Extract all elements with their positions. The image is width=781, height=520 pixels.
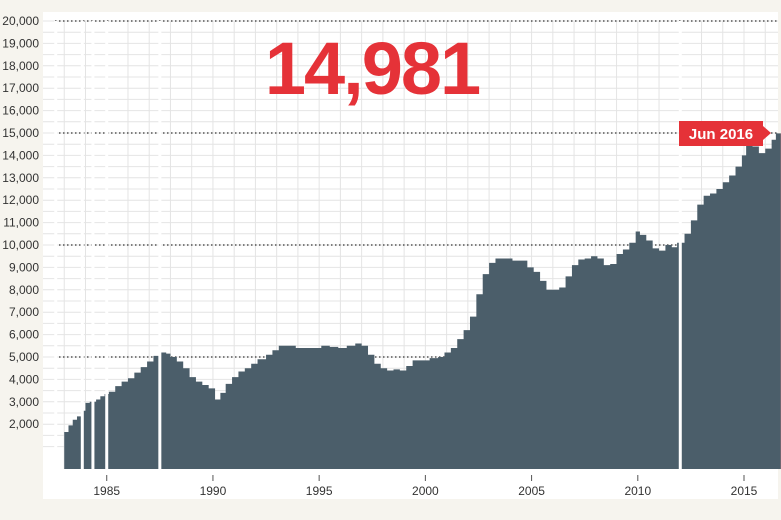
y-tick-label: 14,000 bbox=[2, 148, 39, 162]
y-tick-label: 3,000 bbox=[9, 395, 39, 409]
x-axis-ticks: 1985 1990 1995 2000 2005 2010 2015 bbox=[93, 475, 758, 498]
y-tick-label: 20,000 bbox=[2, 14, 39, 28]
headline-value: 14,981 bbox=[265, 27, 480, 110]
area-series bbox=[64, 133, 781, 469]
data-gap bbox=[80, 21, 84, 469]
y-axis-ticks: 2,000 3,000 4,000 5,000 6,000 7,000 8,000 9,000… bbox=[2, 14, 39, 431]
y-tick-label: 16,000 bbox=[2, 104, 39, 118]
callout-badge: Jun 2016 bbox=[679, 121, 771, 146]
y-tick-label: 11,000 bbox=[3, 216, 39, 230]
y-tick-label: 7,000 bbox=[9, 305, 39, 319]
y-tick-label: 10,000 bbox=[2, 238, 39, 252]
y-tick-label: 8,000 bbox=[9, 283, 39, 297]
y-tick-label: 13,000 bbox=[2, 171, 39, 185]
x-tick-label: 2015 bbox=[731, 484, 758, 498]
y-tick-label: 15,000 bbox=[2, 126, 39, 140]
callout-background bbox=[679, 121, 763, 146]
y-tick-label: 9,000 bbox=[9, 260, 39, 274]
callout-pointer bbox=[763, 126, 771, 140]
data-gap bbox=[91, 21, 95, 469]
data-gaps bbox=[54, 21, 682, 469]
data-gap bbox=[678, 21, 682, 469]
x-tick-label: 2000 bbox=[412, 484, 439, 498]
y-tick-label: 2,000 bbox=[9, 417, 39, 431]
x-tick-label: 1990 bbox=[200, 484, 227, 498]
x-tick-label: 1985 bbox=[93, 484, 120, 498]
data-gap bbox=[158, 21, 162, 469]
y-tick-label: 5,000 bbox=[9, 350, 39, 364]
data-gap bbox=[105, 21, 109, 469]
y-tick-label: 6,000 bbox=[9, 328, 39, 342]
x-tick-label: 1995 bbox=[306, 484, 333, 498]
x-tick-label: 2005 bbox=[518, 484, 545, 498]
data-gap bbox=[54, 21, 58, 469]
series-area bbox=[64, 133, 781, 469]
x-tick-label: 2010 bbox=[624, 484, 651, 498]
y-tick-label: 12,000 bbox=[2, 193, 39, 207]
callout-label: Jun 2016 bbox=[689, 126, 753, 143]
y-tick-label: 18,000 bbox=[2, 59, 39, 73]
y-tick-label: 4,000 bbox=[9, 372, 39, 386]
y-tick-label: 17,000 bbox=[2, 81, 39, 95]
y-tick-label: 19,000 bbox=[2, 36, 39, 50]
